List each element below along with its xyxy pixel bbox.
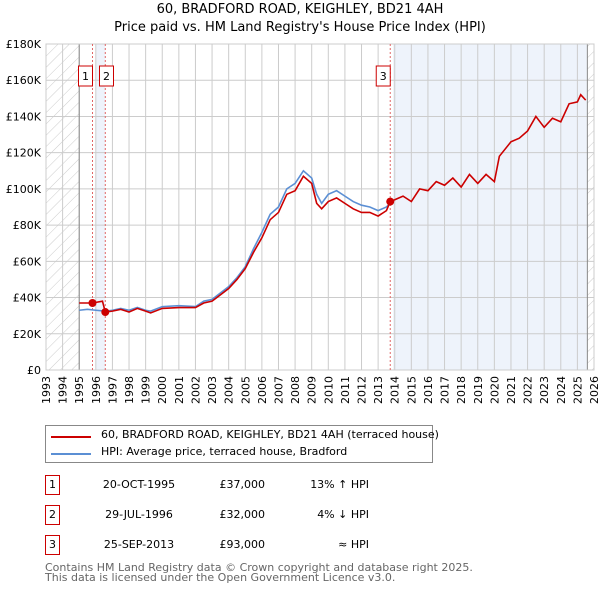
x-tick-label: 1996	[90, 376, 103, 404]
x-tick-label: 2013	[372, 376, 385, 404]
sale-point	[386, 197, 395, 206]
shaded-region	[95, 44, 106, 370]
sale-hpi-relation: 13% ↑ HPI	[310, 478, 369, 491]
sale-label-box	[77, 65, 93, 87]
x-tick-label: 2010	[322, 376, 335, 404]
sale-row: 3 25-SEP-2013 £93,000 ≈ HPI	[45, 535, 445, 555]
x-tick-label: 2009	[306, 376, 319, 404]
y-tick-label: £80K	[13, 219, 42, 232]
sale-point	[101, 308, 110, 317]
x-tick-label: 2022	[522, 376, 535, 404]
footer-line1: Contains HM Land Registry data © Crown c…	[45, 561, 473, 574]
x-tick-label: 2006	[256, 376, 269, 404]
x-tick-label: 1998	[123, 376, 136, 404]
x-tick-label: 2023	[538, 376, 551, 404]
sale-date: 29-JUL-1996	[105, 508, 173, 521]
x-tick-label: 2003	[206, 376, 219, 404]
x-tick-label: 2020	[488, 376, 501, 404]
sale-number: 3	[45, 535, 60, 555]
plot-border	[45, 43, 595, 371]
x-tick-label: 1993	[40, 376, 53, 404]
y-tick-label: £180K	[6, 38, 42, 51]
chart-subtitle: Price paid vs. HM Land Registry's House …	[114, 20, 486, 35]
x-tick-label: 2024	[555, 376, 568, 404]
hatched-region	[587, 44, 594, 370]
sale-date: 25-SEP-2013	[103, 538, 175, 551]
x-tick-label: 2005	[239, 376, 252, 404]
y-tick-label: £100K	[6, 183, 42, 196]
sale-hpi-relation: ≈ HPI	[338, 538, 369, 551]
sale-date: 20-OCT-1995	[102, 478, 176, 491]
sale-price: £93,000	[219, 538, 266, 551]
footer-line2: This data is licensed under the Open Gov…	[45, 571, 396, 584]
legend-label: HPI: Average price, terraced house, Brad…	[101, 445, 348, 458]
sale-label-number: 3	[380, 70, 387, 83]
shaded-region	[393, 44, 588, 370]
x-tick-label: 2004	[223, 376, 236, 404]
y-tick-label: £60K	[13, 255, 42, 268]
sale-point	[88, 298, 97, 307]
x-tick-label: 2014	[389, 376, 402, 404]
y-tick-label: £140K	[6, 110, 42, 123]
x-tick-label: 2019	[472, 376, 485, 404]
x-tick-label: 2008	[289, 376, 302, 404]
x-tick-label: 2012	[356, 376, 369, 404]
x-tick-label: 2002	[189, 376, 202, 404]
x-tick-label: 1997	[106, 376, 119, 404]
legend: 60, BRADFORD ROAD, KEIGHLEY, BD21 4AH (t…	[45, 425, 439, 463]
legend-swatch-red	[51, 436, 91, 438]
x-tick-label: 1994	[57, 376, 70, 404]
chart-title: 60, BRADFORD ROAD, KEIGHLEY, BD21 4AH	[156, 2, 444, 17]
x-tick-label: 2000	[156, 376, 169, 404]
x-tick-label: 2026	[588, 376, 600, 404]
x-tick-label: 2007	[272, 376, 285, 404]
sale-label-box	[375, 65, 391, 87]
x-tick-label: 2017	[439, 376, 452, 404]
sale-price: £32,000	[219, 508, 266, 521]
x-tick-label: 2021	[505, 376, 518, 404]
sale-row: 2 29-JUL-1996 £32,000 4% ↓ HPI	[45, 505, 445, 525]
sale-price: £37,000	[219, 478, 266, 491]
x-tick-label: 2011	[339, 376, 352, 404]
legend-label: 60, BRADFORD ROAD, KEIGHLEY, BD21 4AH (t…	[101, 428, 439, 441]
sale-label-number: 1	[82, 70, 89, 83]
sale-label-box	[98, 65, 114, 87]
y-tick-label: £120K	[6, 147, 42, 160]
sale-hpi-relation: 4% ↓ HPI	[317, 508, 369, 521]
x-tick-label: 2016	[422, 376, 435, 404]
y-tick-label: £20K	[13, 328, 42, 341]
x-tick-label: 2025	[571, 376, 584, 404]
x-tick-label: 1999	[140, 376, 153, 404]
x-tick-label: 2018	[455, 376, 468, 404]
x-tick-label: 1995	[73, 376, 86, 404]
plot-area: 1993 1994 1995 1996 1997 1998 1999 2000 2001 2002…	[6, 38, 600, 404]
y-tick-label: £0	[27, 364, 41, 377]
property-price-line	[79, 93, 587, 314]
legend-swatch-blue	[51, 453, 91, 455]
sale-row: 1 20-OCT-1995 £37,000 13% ↑ HPI	[45, 475, 445, 495]
sale-number: 2	[45, 505, 60, 525]
hpi-line	[79, 169, 391, 312]
sale-label-number: 2	[103, 70, 110, 83]
x-tick-label: 2001	[173, 376, 186, 404]
y-tick-label: £40K	[13, 292, 42, 305]
x-tick-label: 2015	[405, 376, 418, 404]
sale-number: 1	[45, 475, 60, 495]
y-tick-label: £160K	[6, 74, 42, 87]
